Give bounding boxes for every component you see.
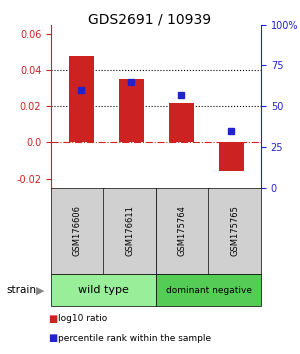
Text: ■: ■: [48, 314, 57, 324]
Text: dominant negative: dominant negative: [166, 286, 251, 295]
Bar: [68, 56, 94, 142]
Text: ■: ■: [48, 333, 57, 343]
Text: ▶: ▶: [36, 285, 45, 295]
Text: log10 ratio: log10 ratio: [58, 314, 108, 323]
Text: GSM176611: GSM176611: [125, 206, 134, 256]
Bar: [218, 142, 244, 171]
Bar: [169, 103, 194, 142]
Bar: [118, 79, 143, 142]
Text: wild type: wild type: [78, 285, 129, 295]
Text: strain: strain: [6, 285, 36, 295]
Text: percentile rank within the sample: percentile rank within the sample: [58, 333, 212, 343]
Text: GDS2691 / 10939: GDS2691 / 10939: [88, 12, 212, 27]
Text: GSM176606: GSM176606: [73, 205, 82, 257]
Text: GSM175764: GSM175764: [178, 206, 187, 256]
Text: GSM175765: GSM175765: [230, 206, 239, 256]
